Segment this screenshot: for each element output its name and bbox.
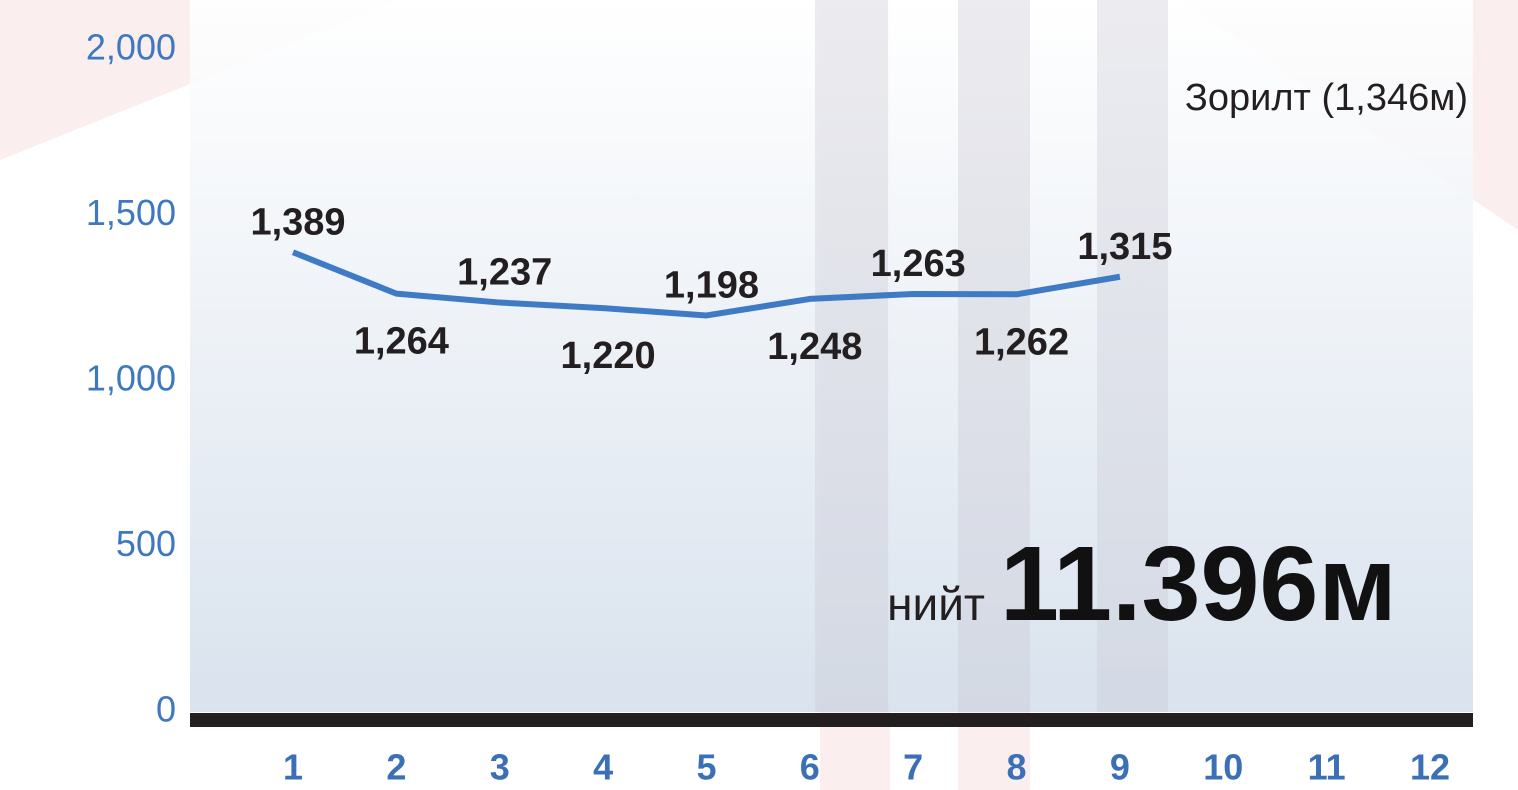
y-tick-label: 1,500: [86, 192, 176, 233]
x-tick-label: 12: [1410, 747, 1450, 788]
y-tick-label: 1,000: [86, 358, 176, 399]
x-axis: [190, 713, 1473, 727]
value-label: 1,248: [767, 326, 862, 368]
value-label: 1,220: [561, 335, 656, 377]
value-label: 1,263: [871, 243, 966, 285]
x-tick-label: 11: [1308, 747, 1346, 788]
x-tick-label: 8: [1007, 747, 1027, 788]
y-tick-label: 0: [156, 689, 176, 730]
x-tick-label: 1: [283, 747, 303, 788]
highlight: [958, 0, 1030, 712]
x-tick-label: 9: [1110, 747, 1130, 788]
value-label: 1,198: [664, 264, 759, 306]
highlight: [1097, 0, 1168, 712]
value-label: 1,264: [354, 321, 449, 363]
x-tick-label: 7: [903, 747, 923, 788]
x-tick-label: 2: [386, 747, 406, 788]
value-label: 1,389: [250, 201, 345, 243]
x-tick-label: 10: [1203, 747, 1243, 788]
x-tick-label: 6: [800, 747, 820, 788]
x-tick-label: 3: [490, 747, 510, 788]
x-tick-label: 4: [593, 747, 613, 788]
value-label: 1,262: [974, 321, 1069, 363]
x-tick-label: 5: [696, 747, 716, 788]
total-value: 11.396м: [1000, 525, 1397, 643]
value-label: 1,237: [457, 252, 552, 294]
line: [291, 249, 1121, 319]
value-label: 1,315: [1077, 226, 1172, 268]
y-tick-label: 2,000: [86, 27, 176, 68]
highlight: [815, 0, 888, 712]
plot-area: [190, 0, 1473, 712]
total-label: нийт: [887, 578, 985, 630]
y-tick-label: 500: [116, 523, 176, 564]
target-label: Зорилт (1,346м): [1185, 77, 1468, 119]
